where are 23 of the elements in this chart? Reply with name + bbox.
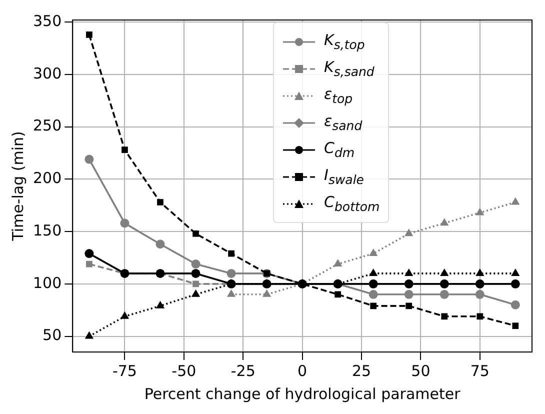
legend-label: I$_{swale}$ <box>324 166 364 187</box>
legend-label: C$_{bottom}$ <box>324 193 380 214</box>
x-axis-title: Percent change of hydrological parameter <box>144 384 462 403</box>
x-tick-label: -75 <box>112 362 137 380</box>
y-tick-label: 200 <box>32 169 62 188</box>
x-tick-label: -50 <box>172 362 196 380</box>
x-tick-label: 50 <box>411 362 430 380</box>
legend-label: ε$_{top}$ <box>324 85 353 106</box>
y-axis-title: Time-lag (min) <box>8 131 27 242</box>
x-tick-label: -25 <box>230 362 256 380</box>
x-tick-label: 0 <box>298 362 308 380</box>
y-tick-label: 50 <box>42 326 62 344</box>
y-tick-label: 150 <box>32 221 62 240</box>
y-tick-label: 100 <box>32 274 62 292</box>
x-tick-label: 75 <box>470 362 490 380</box>
legend-label: K$_{s,sand}$ <box>324 58 374 79</box>
legend-label: C$_{dm}$ <box>324 139 355 160</box>
y-tick-label: 300 <box>32 64 62 82</box>
legend-label: K$_{s,top}$ <box>324 31 365 52</box>
legend-label: ε$_{sand}$ <box>324 112 362 133</box>
y-tick-label: 350 <box>32 12 62 30</box>
y-tick-label: 250 <box>32 116 62 135</box>
x-tick-label: 25 <box>352 362 372 380</box>
